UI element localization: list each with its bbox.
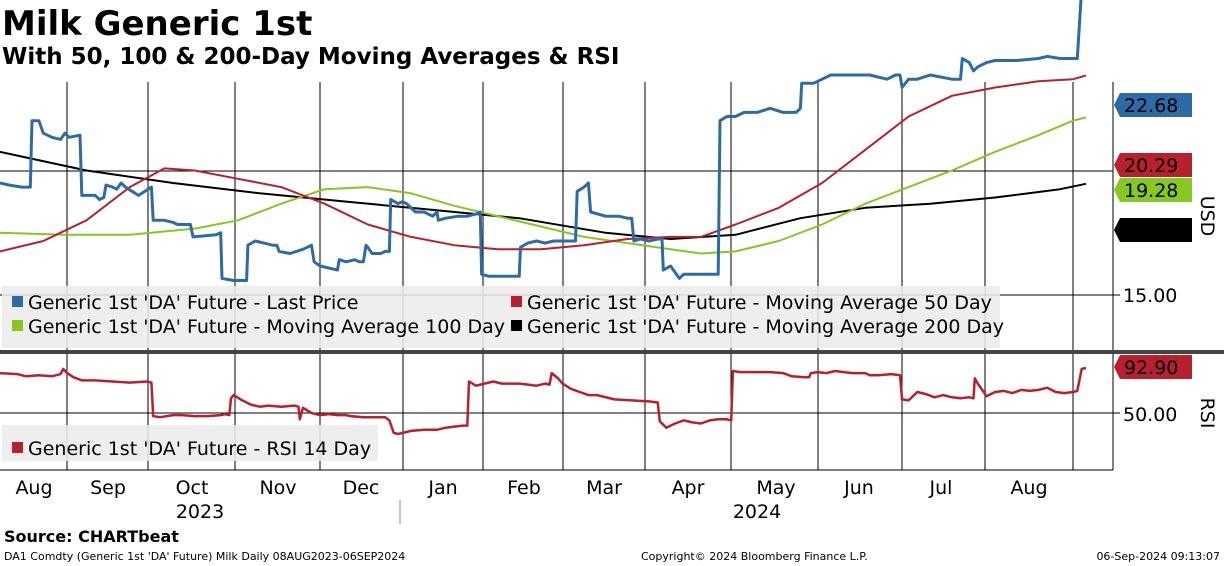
tag-ma50-box [1114,153,1192,177]
tag-rsi-value: 92.90 [1124,357,1178,379]
tag-ma100: 19.28 [1114,178,1192,202]
legend-swatch-rsi [12,442,23,453]
ma100-line [0,116,1087,255]
legend-label-ma100: Generic 1st 'DA' Future - Moving Average… [28,316,505,338]
source-note: Source: CHARTbeat [4,527,179,546]
price-axis-title: USD [1196,196,1218,237]
tag-last-price: 22.68 [1114,93,1192,117]
year-label-2024: 2024 [733,501,781,523]
chart-title: Milk Generic 1st [2,4,313,44]
tag-rsi: 92.90 [1114,355,1192,379]
tag-ma200-box [1114,218,1192,242]
month-label: Feb [507,477,541,499]
legend-label-ma50: Generic 1st 'DA' Future - Moving Average… [527,292,992,314]
rsi-axis-title: RSI [1196,398,1218,429]
last-price-line [0,0,1083,282]
legend-swatch-ma100 [12,320,23,331]
month-label: Aug [15,477,52,499]
timestamp: 06-Sep-2024 09:13:07 [1096,550,1220,563]
tag-last-price-box [1114,93,1192,117]
gridlines [66,82,1074,470]
ma200-line [0,150,1087,240]
chart-subtitle: With 50, 100 & 200-Day Moving Averages &… [2,44,620,70]
legend-swatch-last-price [12,296,23,307]
month-label: Jul [929,477,953,499]
tag-ma200-value: 17.68 [1124,220,1178,242]
month-label: Sep [90,477,126,499]
legend-swatch-ma50 [511,296,522,307]
rsi-line [0,366,1087,436]
panel-separator [0,350,1224,354]
legend-label-rsi: Generic 1st 'DA' Future - RSI 14 Day [28,438,371,460]
month-label: Dec [343,477,380,499]
price-tick-label: 15.00 [1123,285,1177,307]
month-label: Nov [259,477,296,499]
month-label: Jan [427,477,457,499]
security-description: DA1 Comdty (Generic 1st 'DA' Future) Mil… [4,550,406,563]
price-legend-box [2,286,1000,348]
rsi-legend-box [2,425,378,461]
tag-ma100-box [1114,178,1192,202]
last-value-tags: 22.68 20.29 19.28 17.68 92.90 [1114,93,1192,379]
month-label: Aug [1010,477,1047,499]
month-label: Oct [176,477,209,499]
tag-ma200: 17.68 [1114,218,1192,242]
month-label: Jun [843,477,874,499]
tag-ma50: 20.29 [1114,153,1192,177]
legend-label-last-price: Generic 1st 'DA' Future - Last Price [28,292,358,314]
month-label: May [756,477,795,499]
month-label: Apr [672,477,705,499]
legend-label-ma200: Generic 1st 'DA' Future - Moving Average… [527,316,1004,338]
tag-ma50-value: 20.29 [1124,155,1178,177]
x-axis-labels: Aug Sep Oct Nov Dec Jan Feb Mar Apr May Jun Jul Aug [15,477,1047,499]
rsi-tick-label: 50.00 [1123,404,1177,426]
legend-swatch-ma200 [511,320,522,331]
year-label-2023: 2023 [176,501,224,523]
copyright: Copyright© 2024 Bloomberg Finance L.P. [641,550,868,563]
month-label: Mar [586,477,622,499]
tag-last-price-value: 22.68 [1124,95,1178,117]
tag-rsi-box [1114,355,1192,379]
tag-ma100-value: 19.28 [1124,180,1178,202]
ma50-line [0,74,1087,253]
series-layer [0,0,1087,436]
